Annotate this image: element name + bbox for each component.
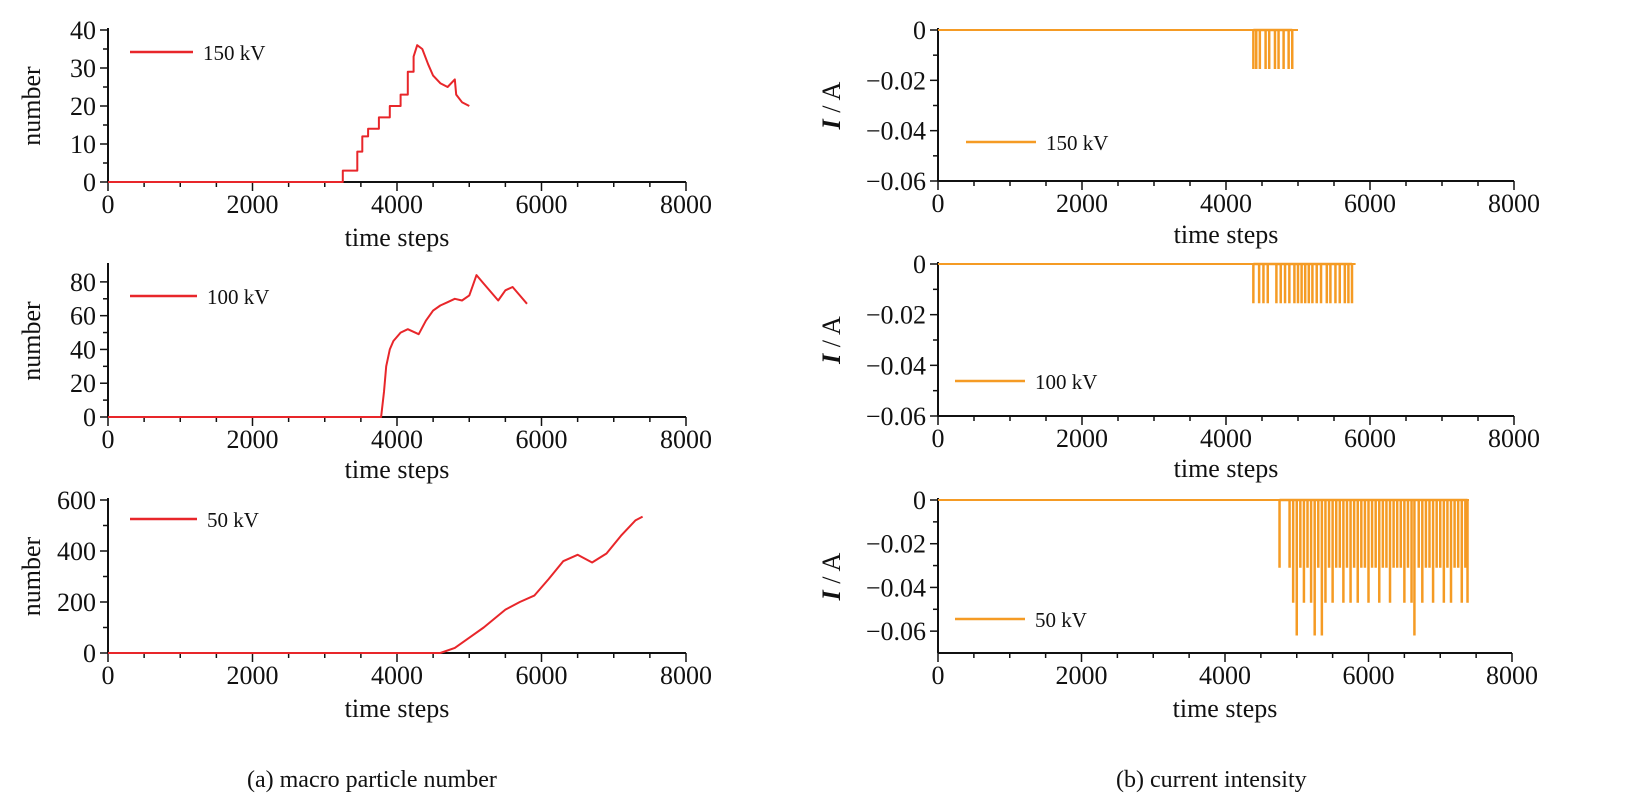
y-tick-label: 0 xyxy=(83,639,96,668)
x-tick-label: 8000 xyxy=(1488,424,1540,453)
chart-panel-b1-150kv: 0 2000 4000 6000 8000 0 −0.02 −0.04 −0.06 time st… xyxy=(817,16,1540,249)
y-tick-label: −0.04 xyxy=(866,117,926,146)
x-tick-label: 8000 xyxy=(660,190,712,219)
legend-label: 150 kV xyxy=(1046,131,1108,155)
legend-label: 100 kV xyxy=(207,285,269,309)
y-axis-label: I / A xyxy=(817,316,846,365)
x-axis-label: time steps xyxy=(1174,454,1279,483)
series-line-50kv xyxy=(108,515,644,654)
chart-panel-b3-50kv: 0 2000 4000 6000 8000 0 −0.02 −0.04 −0.06 time st… xyxy=(817,486,1538,723)
x-tick-label: 2000 xyxy=(1056,661,1108,690)
x-tick-label: 0 xyxy=(932,189,945,218)
x-tick-label: 0 xyxy=(102,190,115,219)
chart-panel-a3-50kv: 0 2000 4000 6000 8000 0 200 400 600 time steps num… xyxy=(17,486,712,723)
y-tick-label: 10 xyxy=(70,130,96,159)
y-tick-label: −0.02 xyxy=(866,530,926,559)
x-tick-label: 8000 xyxy=(660,661,712,690)
x-axis-label: time steps xyxy=(345,694,450,723)
x-tick-label: 4000 xyxy=(1199,661,1251,690)
x-tick-label: 0 xyxy=(932,424,945,453)
x-tick-label: 2000 xyxy=(1056,189,1108,218)
series-line-100kv xyxy=(108,274,528,418)
x-tick-label: 4000 xyxy=(1200,424,1252,453)
chart-panel-b2-100kv: 0 2000 4000 6000 8000 0 −0.02 −0.04 −0.06 time st… xyxy=(817,250,1540,483)
y-tick-label: 400 xyxy=(57,537,96,566)
caption-current-intensity: (b) current intensity xyxy=(1116,767,1307,793)
y-tick-label: −0.02 xyxy=(866,66,926,95)
y-tick-label: 60 xyxy=(70,302,96,331)
chart-panel-a1-150kv: 0 2000 4000 6000 8000 0 10 20 30 40 time steps numb… xyxy=(17,16,712,252)
x-tick-label: 2000 xyxy=(227,661,279,690)
x-tick-label: 4000 xyxy=(1200,189,1252,218)
y-tick-label: 0 xyxy=(913,16,926,45)
x-axis-label: time steps xyxy=(1173,694,1278,723)
x-tick-label: 2000 xyxy=(227,425,279,454)
y-tick-label: 0 xyxy=(913,250,926,279)
y-tick-label: 20 xyxy=(70,369,96,398)
y-tick-label: −0.04 xyxy=(866,573,926,602)
x-tick-label: 6000 xyxy=(516,661,568,690)
series-line-150kv xyxy=(108,44,470,183)
x-tick-label: 4000 xyxy=(371,425,423,454)
caption-particle-number: (a) macro particle number xyxy=(247,767,497,793)
x-tick-label: 8000 xyxy=(1486,661,1538,690)
legend-label: 100 kV xyxy=(1035,370,1097,394)
x-tick-label: 8000 xyxy=(1488,189,1540,218)
y-axis-label: number xyxy=(17,536,46,616)
x-tick-label: 6000 xyxy=(1343,661,1395,690)
y-tick-label: −0.06 xyxy=(866,167,926,196)
x-tick-label: 2000 xyxy=(227,190,279,219)
y-tick-label: −0.02 xyxy=(866,301,926,330)
legend-label: 50 kV xyxy=(207,508,259,532)
x-tick-label: 0 xyxy=(102,661,115,690)
legend-label: 150 kV xyxy=(203,41,265,65)
y-tick-label: 20 xyxy=(70,92,96,121)
y-tick-label: 600 xyxy=(57,486,96,515)
y-tick-label: −0.06 xyxy=(866,617,926,646)
x-tick-label: 8000 xyxy=(660,425,712,454)
y-tick-label: 0 xyxy=(83,403,96,432)
legend-label: 50 kV xyxy=(1035,608,1087,632)
x-axis-label: time steps xyxy=(345,223,450,252)
y-tick-label: 0 xyxy=(83,168,96,197)
x-axis-label: time steps xyxy=(1174,220,1279,249)
x-tick-label: 4000 xyxy=(371,190,423,219)
x-tick-label: 0 xyxy=(932,661,945,690)
x-tick-label: 6000 xyxy=(1344,189,1396,218)
y-tick-label: −0.04 xyxy=(866,351,926,380)
y-tick-label: 30 xyxy=(70,54,96,83)
y-tick-label: 80 xyxy=(70,268,96,297)
y-tick-label: 40 xyxy=(70,16,96,45)
x-tick-label: 6000 xyxy=(1344,424,1396,453)
y-axis-label: I / A xyxy=(817,552,846,601)
x-tick-label: 6000 xyxy=(516,425,568,454)
x-tick-label: 4000 xyxy=(371,661,423,690)
y-axis-label: I / A xyxy=(817,81,846,130)
x-tick-label: 6000 xyxy=(516,190,568,219)
y-axis-label: number xyxy=(17,66,46,146)
y-tick-label: 200 xyxy=(57,588,96,617)
y-axis-label: number xyxy=(17,301,46,381)
x-tick-label: 0 xyxy=(102,425,115,454)
y-tick-label: 40 xyxy=(70,335,96,364)
y-tick-label: −0.06 xyxy=(866,402,926,431)
y-tick-label: 0 xyxy=(913,486,926,515)
x-tick-label: 2000 xyxy=(1056,424,1108,453)
x-axis-label: time steps xyxy=(345,455,450,484)
